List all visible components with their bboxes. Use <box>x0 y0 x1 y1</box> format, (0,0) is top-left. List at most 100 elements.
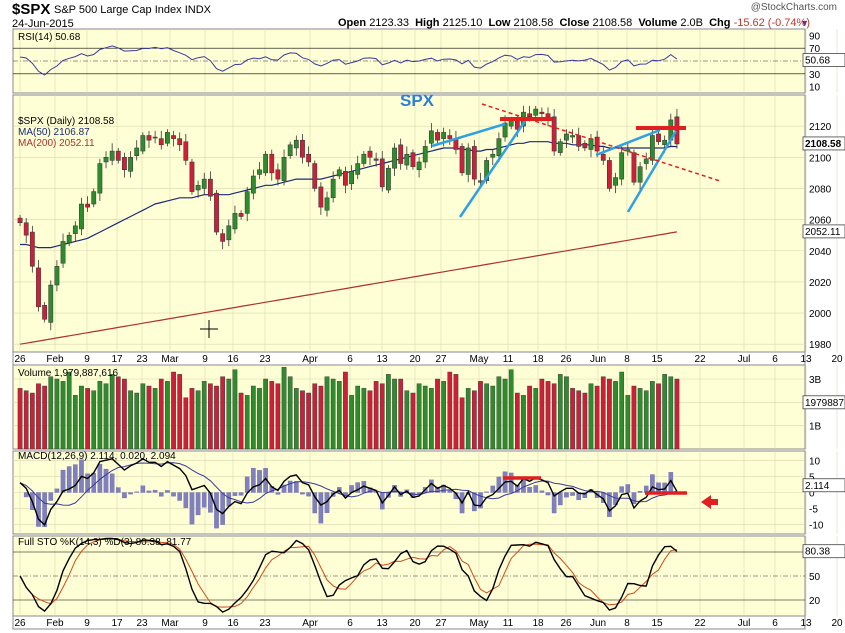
sto-badge <box>802 544 845 559</box>
rsi-badge-text: 50.68 <box>805 56 830 67</box>
candle-body <box>60 241 66 264</box>
x-tick-label: 16 <box>227 618 239 629</box>
x-tick-label: 6 <box>347 354 353 365</box>
candle-body <box>551 116 557 152</box>
trendline-blue <box>595 128 661 157</box>
volume-bar <box>79 385 84 450</box>
x-tick-label: 13 <box>376 354 388 365</box>
date-strip-1 <box>12 615 806 630</box>
volume-bar <box>490 385 496 450</box>
candle-body <box>91 191 97 205</box>
candle-body <box>398 144 404 164</box>
symbol-label: $SPX <box>12 1 51 18</box>
volume-bar <box>453 374 459 450</box>
x-tick-label: May <box>470 354 489 365</box>
candle-body <box>478 180 483 183</box>
candle-body <box>631 152 637 183</box>
candle-body <box>97 163 103 194</box>
chart-date: 24-Jun-2015 <box>12 18 74 30</box>
x-tick-label: 13 <box>800 354 812 365</box>
candle-body <box>103 157 109 163</box>
candle-body <box>220 233 226 242</box>
macd-histogram-bar <box>158 492 164 497</box>
candle-body <box>54 266 60 286</box>
volume-bar <box>300 390 305 450</box>
triangle-down-icon[interactable]: ▼ <box>800 18 809 28</box>
candle-body <box>502 122 508 138</box>
candle-body <box>214 192 219 233</box>
volume-bar <box>361 388 367 450</box>
quote-summary: Open 2123.33 High 2125.10 Low 2108.58 Cl… <box>338 17 810 29</box>
candle-body <box>152 136 158 139</box>
volume-bar <box>97 381 103 450</box>
macd-histogram-bar <box>91 472 97 493</box>
candle-body <box>177 138 183 146</box>
volume-bar <box>195 390 201 450</box>
y-tick-label: 2000 <box>809 309 832 320</box>
x-tick-label: 17 <box>111 354 123 365</box>
volume-bar <box>551 383 557 450</box>
candle-body <box>293 139 299 149</box>
candle-body <box>637 166 643 183</box>
volume-bar <box>502 378 508 450</box>
macd-histogram-bar <box>429 479 434 493</box>
volume-bar <box>336 381 342 450</box>
candle-body <box>527 113 532 118</box>
volume-bar <box>557 374 563 450</box>
macd-histogram-bar <box>551 492 557 514</box>
volume-bar <box>600 376 606 450</box>
volume-bar <box>355 385 361 450</box>
volume-bar <box>214 385 219 450</box>
volume-bar <box>29 392 35 450</box>
volume-bar <box>140 383 146 450</box>
volume-bar <box>109 374 115 450</box>
y-tick-label: 30 <box>809 70 821 81</box>
stockcharts-brand: @StockCharts.com <box>750 2 837 13</box>
x-tick-label: 20 <box>409 618 421 629</box>
y-tick-label: 2120 <box>809 122 832 133</box>
volume-bar <box>643 390 649 450</box>
candle-body <box>594 136 600 152</box>
macd-histogram-bar <box>570 492 575 496</box>
candle-body <box>588 138 594 150</box>
volume-bar <box>484 383 489 450</box>
volume-bar <box>582 392 588 450</box>
ma200-legend: MA(200) 2052.11 <box>18 138 95 149</box>
candle-body <box>122 157 127 171</box>
ma200-badge-text: 2052.11 <box>805 227 841 238</box>
volume-bar <box>183 397 189 450</box>
y-tick-label: 10 <box>809 83 821 94</box>
macd-histogram-bar <box>220 492 225 525</box>
candle-body <box>318 186 324 208</box>
candle-body <box>649 135 655 161</box>
macd-histogram-bar <box>232 492 238 496</box>
volume-bar <box>404 390 410 450</box>
candle-body <box>226 225 232 241</box>
x-tick-label: Jul <box>738 354 751 365</box>
x-tick-label: May <box>470 618 489 629</box>
macd-histogram-bar <box>97 464 103 493</box>
candle-body <box>607 160 612 189</box>
volume-bar <box>201 381 207 450</box>
price-legend: $SPX (Daily) 2108.58 <box>18 116 115 127</box>
candle-body <box>613 177 618 186</box>
volume-bar <box>208 383 213 450</box>
candle-body <box>410 152 416 167</box>
trendline-blue <box>431 122 506 148</box>
x-tick-label: 13 <box>800 618 812 629</box>
candle-body <box>471 146 477 180</box>
candle-body <box>484 160 490 181</box>
date-strip-0 <box>12 351 806 366</box>
volume-bar <box>656 383 661 450</box>
volume-bar <box>447 371 453 450</box>
candle-body <box>275 169 281 180</box>
x-tick-label: 15 <box>651 354 663 365</box>
volume-bar <box>533 388 539 450</box>
volume-bar <box>158 378 164 450</box>
x-tick-label: 22 <box>694 618 706 629</box>
volume-bar <box>281 367 287 450</box>
volume-bar <box>293 388 299 450</box>
x-tick-label: 9 <box>202 618 208 629</box>
candle-body <box>404 153 410 166</box>
ma200-badge <box>802 224 845 239</box>
